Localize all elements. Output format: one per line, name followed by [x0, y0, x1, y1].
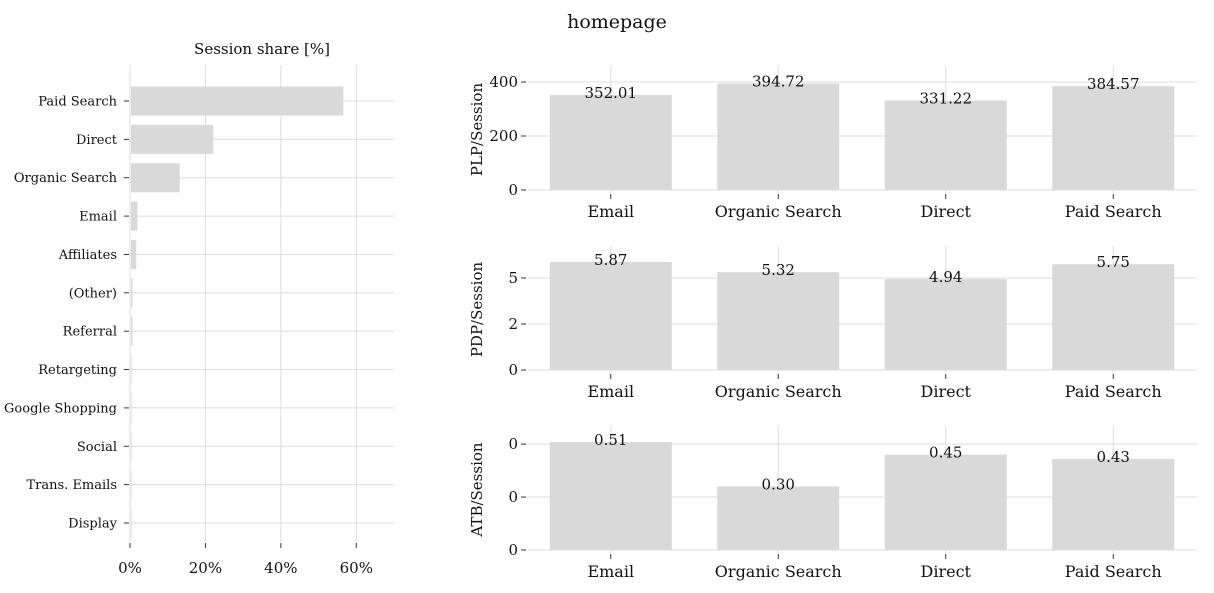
- bar: [549, 442, 672, 550]
- x-tick-label: Organic Search: [715, 202, 842, 221]
- chart-title: Session share [%]: [194, 40, 330, 58]
- bar: [131, 393, 132, 423]
- bar: [131, 355, 132, 385]
- x-tick-label: Organic Search: [715, 382, 842, 401]
- bar: [131, 124, 214, 154]
- y-tick-label: 5: [508, 269, 518, 287]
- bar: [131, 163, 180, 193]
- figure-title: homepage: [567, 11, 667, 33]
- data-label: 4.94: [929, 268, 962, 286]
- x-tick-label: Email: [587, 382, 634, 401]
- category-label: Organic Search: [14, 171, 118, 186]
- x-tick-label: 40%: [264, 559, 297, 577]
- plp-per-session-chart: 0 200 400 352.01 Email 394.72 Organic Search 33…: [468, 66, 1197, 221]
- x-tick-label: Direct: [921, 382, 972, 401]
- x-tick-label: Paid Search: [1065, 382, 1162, 401]
- y-tick-label: 0: [508, 361, 518, 379]
- bar: [717, 83, 840, 190]
- data-label: 0.30: [762, 475, 795, 493]
- x-tick-label: Email: [587, 202, 634, 221]
- category-label: Direct: [76, 133, 118, 148]
- bar: [131, 431, 132, 461]
- bar: [131, 201, 138, 231]
- category-label: Affiliates: [58, 248, 117, 263]
- x-tick-label: Direct: [921, 202, 972, 221]
- data-label: 384.57: [1087, 75, 1140, 93]
- bar: [131, 508, 132, 538]
- y-tick-label: 0: [508, 541, 518, 559]
- category-label: Retargeting: [38, 363, 117, 378]
- data-label: 394.72: [752, 72, 805, 90]
- x-tick-label: 0%: [118, 559, 142, 577]
- category-label: Display: [68, 517, 117, 532]
- atb-per-session-chart: 0 0 0 0.51 Email 0.30 Organic Search 0.45 Direct…: [468, 426, 1197, 581]
- bar: [884, 454, 1007, 550]
- y-tick-label: 0: [508, 181, 518, 199]
- bar: [131, 278, 133, 308]
- x-tick-label: Email: [587, 562, 634, 581]
- y-tick-label: 200: [489, 127, 518, 145]
- x-tick-label: Paid Search: [1065, 562, 1162, 581]
- data-label: 352.01: [585, 84, 638, 102]
- bar: [717, 272, 840, 370]
- data-label: 5.32: [762, 261, 795, 279]
- bar: [1052, 458, 1175, 550]
- x-tick-label: Direct: [921, 562, 972, 581]
- category-label: (Other): [69, 286, 117, 301]
- bar: [131, 86, 344, 116]
- bar: [1052, 264, 1175, 370]
- y-tick-label: 2: [508, 315, 518, 333]
- y-axis-label: PDP/Session: [468, 262, 486, 358]
- y-axis-label: ATB/Session: [468, 442, 486, 537]
- data-label: 331.22: [920, 90, 973, 108]
- x-tick-label: Paid Search: [1065, 202, 1162, 221]
- bar: [1052, 86, 1175, 190]
- x-tick-label: 20%: [189, 559, 222, 577]
- bar: [131, 239, 137, 269]
- bar: [549, 94, 672, 190]
- category-label: Trans. Emails: [27, 478, 118, 493]
- y-tick-label: 0: [508, 488, 518, 506]
- category-label: Paid Search: [38, 95, 117, 110]
- x-tick-label: Organic Search: [715, 562, 842, 581]
- session-share-chart: 0% 20% 40% 60% Paid Search Direct Organic Sear…: [4, 40, 394, 577]
- bar: [549, 262, 672, 370]
- y-tick-label: 0: [508, 435, 518, 453]
- bar: [717, 486, 840, 550]
- bar: [131, 316, 133, 346]
- x-tick-label: 60%: [340, 559, 373, 577]
- data-label: 0.43: [1097, 448, 1130, 466]
- category-label: Referral: [63, 325, 117, 340]
- category-label: Social: [77, 440, 117, 455]
- pdp-per-session-chart: 0 2 5 5.87 Email 5.32 Organic Search 4.94 Direct…: [468, 246, 1197, 401]
- category-label: Google Shopping: [4, 401, 117, 416]
- data-label: 5.87: [594, 251, 627, 269]
- bar: [131, 470, 132, 500]
- data-label: 5.75: [1097, 253, 1130, 271]
- y-tick-label: 400: [489, 73, 518, 91]
- y-axis-label: PLP/Session: [468, 83, 486, 177]
- bar: [884, 279, 1007, 370]
- bar: [884, 100, 1007, 190]
- category-label: Email: [79, 210, 117, 225]
- data-label: 0.45: [929, 444, 962, 462]
- data-label: 0.51: [594, 431, 627, 449]
